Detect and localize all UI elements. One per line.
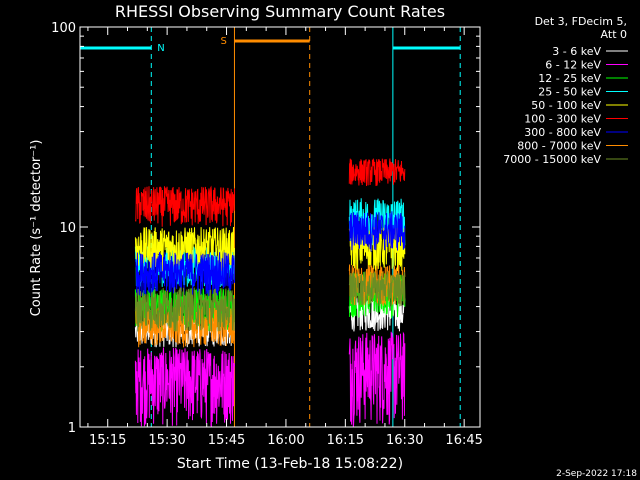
legend-label: 800 - 7000 keV	[517, 140, 601, 153]
flag-label-n: N	[157, 43, 164, 54]
timestamp: 2-Sep-2022 17:18	[556, 469, 637, 479]
legend-label: 7000 - 15000 keV	[503, 153, 601, 166]
x-tick-label: 15:45	[208, 433, 245, 448]
series-line	[348, 296, 406, 332]
x-tick-label: 15:30	[148, 433, 185, 448]
legend-label: 50 - 100 keV	[531, 99, 601, 112]
series-line	[348, 271, 406, 307]
legend-header: Att 0	[601, 28, 627, 41]
series-line	[134, 287, 235, 332]
data-layer: NS	[80, 27, 461, 427]
series-line	[348, 264, 406, 306]
legend-label: 300 - 800 keV	[524, 126, 601, 139]
series-line	[348, 157, 406, 187]
series-line	[135, 252, 235, 297]
series-line	[134, 347, 235, 427]
series-line	[134, 226, 235, 272]
chart-title: RHESSI Observing Summary Count Rates	[115, 2, 445, 21]
legend-label: 25 - 50 keV	[538, 86, 601, 99]
x-tick-label: 16:15	[327, 433, 364, 448]
legend-label: 6 - 12 keV	[545, 59, 601, 72]
legend-label: 12 - 25 keV	[538, 72, 601, 85]
x-tick-label: 16:45	[445, 433, 482, 448]
flag-label-s: S	[220, 36, 226, 47]
series-line	[349, 211, 406, 252]
y-tick-label: 10	[59, 221, 76, 236]
y-tick-label: 1	[68, 421, 76, 436]
y-axis-label: Count Rate (s⁻¹ detector⁻¹)	[29, 140, 44, 317]
series-line	[134, 185, 235, 227]
legend-label: 3 - 6 keV	[552, 45, 601, 58]
y-tick-label: 100	[51, 21, 76, 36]
x-tick-label: 16:00	[267, 433, 304, 448]
legend-header: Det 3, FDecim 5,	[535, 15, 627, 28]
x-tick-label: 15:15	[89, 433, 126, 448]
x-tick-label: 16:30	[386, 433, 423, 448]
series-line	[348, 331, 406, 427]
legend-label: 100 - 300 keV	[524, 113, 601, 126]
x-axis-label: Start Time (13-Feb-18 15:08:22)	[177, 456, 403, 472]
